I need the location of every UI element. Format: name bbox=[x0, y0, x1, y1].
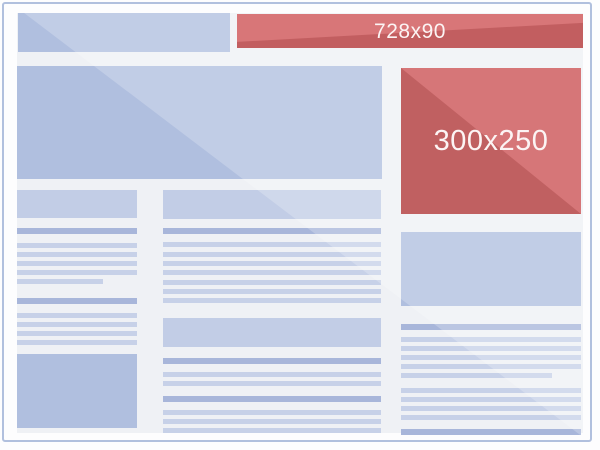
left-column-text-line bbox=[17, 261, 137, 266]
left-column-text-line bbox=[17, 322, 137, 327]
right-column-text-line bbox=[401, 337, 581, 342]
middle-column-text-line bbox=[163, 280, 381, 285]
middle-column-text-line bbox=[163, 242, 381, 247]
left-column-text-line bbox=[17, 270, 137, 275]
left-column-image-placeholder bbox=[17, 354, 137, 428]
middle-column-heading-line bbox=[163, 396, 381, 402]
medium-rectangle-ad-300x250[interactable]: 300x250 bbox=[401, 68, 581, 214]
right-column-text-line bbox=[401, 346, 581, 351]
middle-column-heading-line bbox=[163, 228, 381, 234]
ad-size-label: 300x250 bbox=[433, 124, 549, 157]
hero-image-placeholder bbox=[17, 66, 382, 179]
middle-column-text-line bbox=[163, 381, 381, 386]
middle-column-image-placeholder bbox=[163, 318, 381, 347]
right-column-text-line bbox=[401, 364, 581, 369]
left-column-text-line bbox=[17, 331, 137, 336]
right-column-text-line bbox=[401, 388, 581, 393]
left-column-text-line bbox=[17, 279, 103, 284]
middle-column-text-line bbox=[163, 428, 381, 433]
middle-column-heading-line bbox=[163, 358, 381, 364]
left-column-text-line bbox=[17, 243, 137, 248]
right-column-heading-line bbox=[401, 324, 581, 330]
middle-column-text-line bbox=[163, 252, 381, 257]
left-column-heading-line bbox=[17, 228, 137, 234]
left-column-text-line bbox=[17, 340, 137, 345]
leaderboard-ad-728x90[interactable]: 728x90 bbox=[237, 14, 583, 48]
left-column-heading-line bbox=[17, 298, 137, 304]
middle-column-text-line bbox=[163, 261, 381, 266]
right-column-text-line bbox=[401, 406, 581, 411]
left-column-text-line bbox=[17, 252, 137, 257]
ad-size-label: 728x90 bbox=[374, 19, 446, 43]
logo-placeholder bbox=[18, 13, 230, 52]
middle-column-text-line bbox=[163, 410, 381, 415]
left-column-text-line bbox=[17, 313, 137, 318]
middle-column-image-placeholder bbox=[163, 190, 381, 219]
right-column-image-placeholder bbox=[401, 232, 581, 306]
middle-column-text-line bbox=[163, 419, 381, 424]
right-column-text-line bbox=[401, 415, 581, 420]
middle-column-text-line bbox=[163, 270, 381, 275]
right-column-text-line bbox=[401, 355, 581, 360]
right-column-heading-line bbox=[401, 429, 581, 435]
middle-column-text-line bbox=[163, 289, 381, 294]
left-column-image-placeholder bbox=[17, 190, 137, 218]
right-column-text-line bbox=[401, 397, 581, 402]
middle-column-text-line bbox=[163, 298, 381, 303]
middle-column-text-line bbox=[163, 372, 381, 377]
right-column-text-line bbox=[401, 373, 552, 378]
